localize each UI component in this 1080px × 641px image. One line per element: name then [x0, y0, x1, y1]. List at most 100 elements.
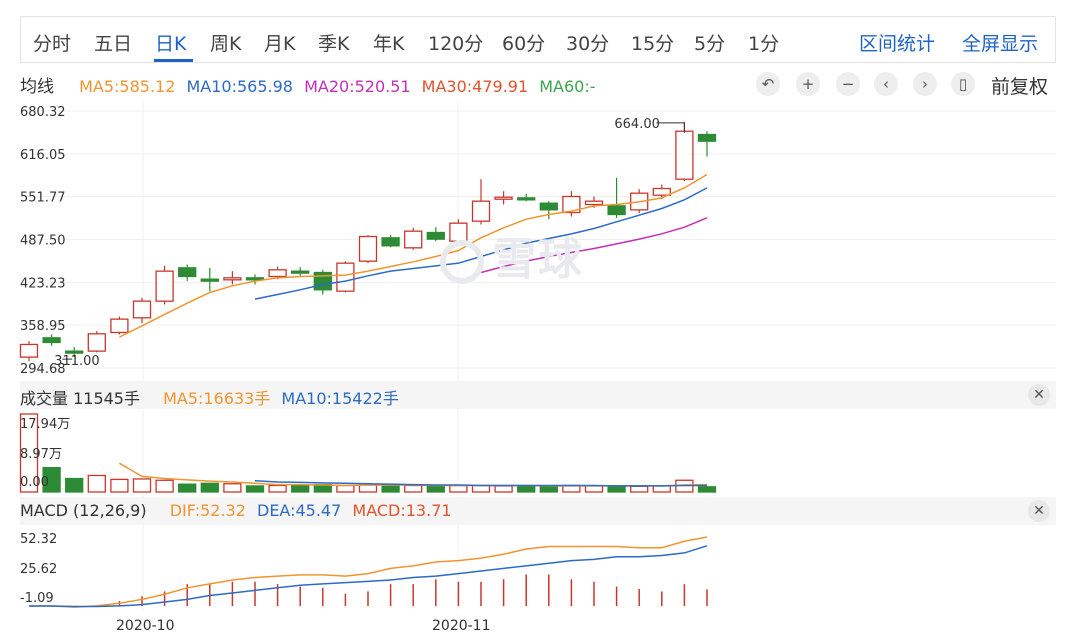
tab-5min[interactable]: 5分 [694, 33, 726, 55]
volume-bar [404, 484, 423, 493]
tab-five-day[interactable]: 五日 [94, 33, 133, 55]
macd-tick-label: 25.62 [20, 562, 57, 577]
candle-body [178, 267, 197, 278]
macd-title: MACD (12,26,9) [20, 501, 147, 520]
candle-body [245, 277, 265, 281]
candle-body [697, 133, 717, 142]
tab-intraday[interactable]: 分时 [33, 33, 72, 55]
tab-30min[interactable]: 30分 [566, 33, 610, 55]
ma20-value: MA20:520.51 [304, 77, 411, 96]
volume-bar [268, 484, 287, 493]
volume-ma5: MA5:16633手 [163, 389, 271, 408]
chevron-left-icon[interactable]: ‹ [874, 72, 898, 96]
volume-bar [584, 485, 604, 493]
tab-60min[interactable]: 60分 [502, 33, 546, 55]
candle-body [607, 205, 626, 216]
candle-body [449, 222, 468, 242]
forward-adjust-toggle[interactable]: 前复权 [991, 76, 1049, 98]
axis-labels: 680.32 616.05 551.77 487.50 423.23 358.95 294.… [20, 105, 685, 634]
candle-body [494, 196, 513, 200]
volume-tick-label: 0.00 [20, 475, 49, 490]
ma5-line [119, 173, 708, 338]
macd-series [29, 536, 708, 608]
volume-bar [652, 485, 671, 493]
close-volume-icon[interactable]: ✕ [1028, 384, 1050, 406]
tab-15min[interactable]: 15分 [631, 33, 675, 55]
volume-bars [19, 413, 717, 493]
volume-bar [517, 485, 536, 493]
volume-bar [426, 484, 445, 493]
active-tab-indicator [154, 59, 193, 62]
candle-body [517, 197, 536, 201]
ma-legend-title: 均线 [20, 77, 54, 97]
interval-stats-button[interactable]: 区间统计 [859, 33, 936, 55]
candle-body [19, 343, 39, 358]
chart-grid [20, 100, 1056, 610]
low-marker-label: 311.00 [54, 354, 99, 369]
tab-weekly-k[interactable]: 周K [210, 33, 242, 55]
volume-bar [607, 485, 626, 493]
date-axis-label: 2020-11 [432, 618, 491, 634]
candle-body [87, 333, 106, 352]
tab-monthly-k[interactable]: 月K [264, 33, 296, 55]
volume-ma5-line [119, 462, 708, 487]
volume-tick-label: 17.94万 [20, 417, 70, 432]
price-tick-label: 551.77 [20, 191, 66, 206]
volume-ma10: MA10:15422手 [281, 389, 399, 408]
volume-bar [630, 485, 649, 493]
date-axis-label: 2020-10 [116, 618, 175, 634]
candle-body [675, 130, 694, 180]
candle-body [223, 277, 242, 281]
zoom-out-icon[interactable]: − [836, 72, 860, 96]
ma-legend: 均线 MA5:585.12 MA10:565.98 MA20:520.51 MA… [20, 72, 602, 97]
tab-daily-k[interactable]: 日K [155, 33, 187, 55]
fullscreen-button[interactable]: 全屏显示 [962, 33, 1039, 55]
undo-icon[interactable]: ↶ [756, 72, 780, 96]
volume-bar [291, 484, 310, 493]
volume-tick-label: 8.97万 [20, 447, 62, 462]
macd-tick-label: -1.09 [20, 591, 54, 606]
volume-bar [336, 484, 355, 493]
candle-body [562, 195, 581, 214]
ma60-value: MA60:- [539, 77, 596, 96]
candle-body [42, 337, 61, 344]
ma20-line [480, 217, 708, 274]
volume-bar [178, 483, 197, 493]
candle-body [404, 230, 423, 249]
candle-body [110, 318, 129, 334]
volume-bar [245, 485, 265, 493]
volume-bar [87, 474, 106, 493]
moving-average-lines [119, 173, 708, 338]
zoom-in-icon[interactable]: + [796, 72, 820, 96]
candlestick-icon[interactable]: ▯ [951, 72, 975, 96]
ma5-value: MA5:585.12 [79, 77, 176, 96]
volume-ma10-line [254, 479, 707, 487]
candle-body [471, 200, 491, 222]
volume-bar [155, 479, 174, 493]
price-tick-label: 358.95 [20, 319, 66, 334]
volume-bar [19, 413, 39, 493]
macd-dea: DEA:45.47 [257, 501, 342, 520]
volume-bar [449, 484, 468, 493]
macd-dif: DIF:52.32 [169, 501, 246, 520]
volume-bar [381, 484, 400, 493]
candle-body [652, 187, 671, 196]
candle-body [539, 202, 558, 211]
tab-yearly-k[interactable]: 年K [373, 33, 405, 55]
price-tick-label: 487.50 [20, 234, 66, 249]
ma30-value: MA30:479.91 [421, 77, 529, 96]
close-macd-icon[interactable]: ✕ [1028, 500, 1050, 522]
tab-120min[interactable]: 120分 [428, 33, 484, 55]
candle-body [268, 269, 287, 278]
volume-bar [539, 485, 558, 493]
tab-quarterly-k[interactable]: 季K [318, 33, 350, 55]
candle-body [358, 235, 378, 262]
candle-body [132, 300, 152, 319]
volume-bar [132, 478, 152, 493]
tab-1min[interactable]: 1分 [748, 33, 780, 55]
volume-bar [110, 478, 129, 493]
price-tick-label: 294.68 [20, 362, 66, 377]
chevron-right-icon[interactable]: › [913, 72, 937, 96]
volume-header: 成交量 11545手 MA5:16633手 MA10:15422手 ✕ [20, 381, 1056, 409]
candle-body [336, 262, 355, 292]
